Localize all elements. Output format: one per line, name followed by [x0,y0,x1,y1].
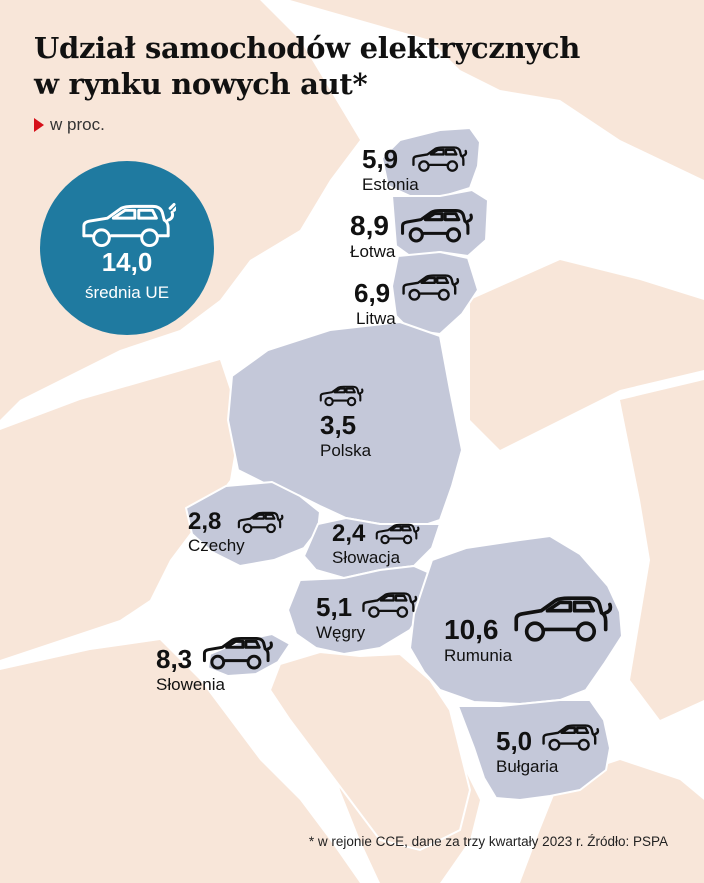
value-slovenia: 8,3 [156,644,193,674]
name-slovenia: Słowenia [156,675,225,694]
name-latvia: Łotwa [350,242,396,261]
label-poland: 3,5 Polska [320,410,371,461]
country-estonia [381,127,481,197]
label-slovakia: 2,4 Słowacja [332,520,400,568]
chart-title: Udział samochodów elektrycznych w rynku … [34,30,580,102]
label-czechia: 2,8 Czechy [188,508,245,556]
name-czechia: Czechy [188,536,245,555]
value-hungary: 5,1 [316,592,353,622]
value-latvia: 8,9 [350,210,389,241]
name-bulgaria: Bułgaria [496,757,559,776]
car-icon-latvia [401,209,473,243]
footnote: * w rejonie CCE, dane za trzy kwartały 2… [308,834,668,849]
balkans-land [268,650,472,852]
value-lithuania: 6,9 [354,278,391,308]
value-estonia: 5,9 [362,144,399,174]
title-line-2: w rynku nowych aut* [34,67,368,101]
car-icon-czechia [237,511,284,534]
car-icon-lithuania [402,274,460,301]
label-romania: 10,6 Rumunia [444,614,512,666]
label-lithuania: 6,9 Litwa [354,278,396,329]
title-line-1: Udział samochodów elektrycznych [34,31,581,65]
value-czechia: 2,8 [188,508,222,535]
car-icon-bulgaria [542,724,600,751]
car-icon-estonia [412,146,468,172]
label-latvia: 8,9 Łotwa [350,210,395,262]
value-poland: 3,5 [320,410,357,440]
electric-car-icon [82,202,176,248]
average-label: średnia UE [84,283,170,302]
value-romania: 10,6 [444,614,499,645]
car-icon-poland [319,385,364,407]
name-hungary: Węgry [316,623,366,642]
name-romania: Rumunia [444,646,513,665]
label-hungary: 5,1 Węgry [316,592,365,643]
triangle-icon [34,118,44,132]
subtitle: w proc. [34,115,105,135]
unit-label: w proc. [50,115,105,134]
label-slovenia: 8,3 Słowenia [156,644,225,695]
country-hungary [287,565,433,655]
country-slovakia [303,517,441,579]
car-icon-hungary [362,592,418,618]
name-slovakia: Słowacja [332,548,401,567]
average-value: 14,0 [101,247,153,277]
name-estonia: Estonia [362,175,419,194]
car-icon-romania [514,596,613,642]
value-slovakia: 2,4 [332,520,366,547]
name-poland: Polska [320,441,372,460]
label-estonia: 5,9 Estonia [362,144,419,195]
eu-average-circle: 14,0 średnia UE [40,161,214,335]
car-icon-slovakia [375,523,420,545]
car-icon-slovenia [202,636,273,670]
label-bulgaria: 5,0 Bułgaria [496,726,558,777]
name-lithuania: Litwa [356,309,396,328]
value-bulgaria: 5,0 [496,726,533,756]
